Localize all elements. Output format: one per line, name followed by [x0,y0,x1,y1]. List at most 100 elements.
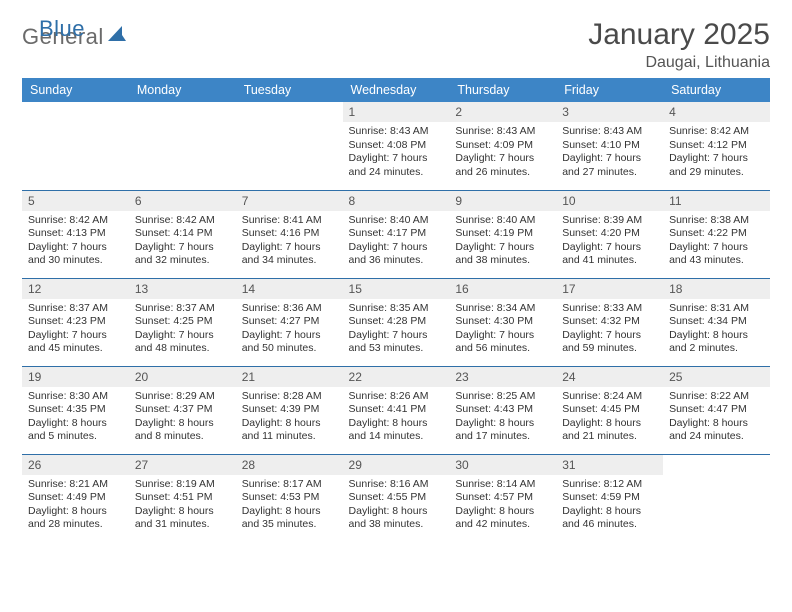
calendar-cell: 9Sunrise: 8:40 AMSunset: 4:19 PMDaylight… [449,190,556,278]
sunset-text: Sunset: 4:09 PM [455,139,550,153]
sunrise-text: Sunrise: 8:42 AM [669,125,764,139]
day-body: Sunrise: 8:24 AMSunset: 4:45 PMDaylight:… [556,387,663,449]
calendar-cell: 18Sunrise: 8:31 AMSunset: 4:34 PMDayligh… [663,278,770,366]
calendar-cell: 11Sunrise: 8:38 AMSunset: 4:22 PMDayligh… [663,190,770,278]
day-body: Sunrise: 8:40 AMSunset: 4:17 PMDaylight:… [343,211,450,273]
daylight-text-2: and 30 minutes. [28,254,123,268]
daylight-text-2: and 50 minutes. [242,342,337,356]
sunrise-text: Sunrise: 8:40 AM [349,214,444,228]
day-body: Sunrise: 8:30 AMSunset: 4:35 PMDaylight:… [22,387,129,449]
sunrise-text: Sunrise: 8:16 AM [349,478,444,492]
daylight-text-2: and 46 minutes. [562,518,657,532]
daylight-text-1: Daylight: 7 hours [28,241,123,255]
sunset-text: Sunset: 4:10 PM [562,139,657,153]
weekday-header: Wednesday [343,78,450,102]
day-body: Sunrise: 8:29 AMSunset: 4:37 PMDaylight:… [129,387,236,449]
daylight-text-2: and 35 minutes. [242,518,337,532]
daylight-text-2: and 31 minutes. [135,518,230,532]
calendar-cell: 29Sunrise: 8:16 AMSunset: 4:55 PMDayligh… [343,454,450,542]
sunrise-text: Sunrise: 8:43 AM [562,125,657,139]
calendar-cell: 24Sunrise: 8:24 AMSunset: 4:45 PMDayligh… [556,366,663,454]
calendar-row: 12Sunrise: 8:37 AMSunset: 4:23 PMDayligh… [22,278,770,366]
sunrise-text: Sunrise: 8:24 AM [562,390,657,404]
sunset-text: Sunset: 4:47 PM [669,403,764,417]
daylight-text-2: and 2 minutes. [669,342,764,356]
calendar-cell: 30Sunrise: 8:14 AMSunset: 4:57 PMDayligh… [449,454,556,542]
sunset-text: Sunset: 4:51 PM [135,491,230,505]
day-number: 29 [343,455,450,475]
sunrise-text: Sunrise: 8:33 AM [562,302,657,316]
sunrise-text: Sunrise: 8:31 AM [669,302,764,316]
sunset-text: Sunset: 4:17 PM [349,227,444,241]
daylight-text-1: Daylight: 8 hours [242,417,337,431]
calendar-cell: 23Sunrise: 8:25 AMSunset: 4:43 PMDayligh… [449,366,556,454]
daylight-text-1: Daylight: 8 hours [349,417,444,431]
daylight-text-2: and 27 minutes. [562,166,657,180]
daylight-text-2: and 8 minutes. [135,430,230,444]
sunset-text: Sunset: 4:13 PM [28,227,123,241]
calendar-row: 5Sunrise: 8:42 AMSunset: 4:13 PMDaylight… [22,190,770,278]
daylight-text-1: Daylight: 8 hours [28,417,123,431]
page-header: General January 2025 Daugai, Lithuania [22,18,770,72]
sunset-text: Sunset: 4:32 PM [562,315,657,329]
sunrise-text: Sunrise: 8:41 AM [242,214,337,228]
day-number: 23 [449,367,556,387]
calendar-row: 1Sunrise: 8:43 AMSunset: 4:08 PMDaylight… [22,102,770,190]
daylight-text-2: and 48 minutes. [135,342,230,356]
day-number: 26 [22,455,129,475]
daylight-text-1: Daylight: 7 hours [669,241,764,255]
sunset-text: Sunset: 4:08 PM [349,139,444,153]
weekday-header: Saturday [663,78,770,102]
calendar-row: 26Sunrise: 8:21 AMSunset: 4:49 PMDayligh… [22,454,770,542]
daylight-text-2: and 38 minutes. [349,518,444,532]
day-number: 28 [236,455,343,475]
day-body: Sunrise: 8:28 AMSunset: 4:39 PMDaylight:… [236,387,343,449]
sunset-text: Sunset: 4:14 PM [135,227,230,241]
day-number: 19 [22,367,129,387]
sunset-text: Sunset: 4:39 PM [242,403,337,417]
sunset-text: Sunset: 4:12 PM [669,139,764,153]
sunrise-text: Sunrise: 8:22 AM [669,390,764,404]
daylight-text-2: and 24 minutes. [349,166,444,180]
calendar-cell: 28Sunrise: 8:17 AMSunset: 4:53 PMDayligh… [236,454,343,542]
daylight-text-1: Daylight: 7 hours [135,329,230,343]
day-number: 9 [449,191,556,211]
calendar-page: General January 2025 Daugai, Lithuania B… [0,0,792,542]
day-number: 5 [22,191,129,211]
day-number: 20 [129,367,236,387]
sunset-text: Sunset: 4:37 PM [135,403,230,417]
daylight-text-2: and 32 minutes. [135,254,230,268]
daylight-text-2: and 45 minutes. [28,342,123,356]
day-number: 2 [449,102,556,122]
day-body: Sunrise: 8:38 AMSunset: 4:22 PMDaylight:… [663,211,770,273]
calendar-cell: 26Sunrise: 8:21 AMSunset: 4:49 PMDayligh… [22,454,129,542]
day-body: Sunrise: 8:43 AMSunset: 4:08 PMDaylight:… [343,122,450,184]
daylight-text-1: Daylight: 8 hours [455,417,550,431]
calendar-cell: 25Sunrise: 8:22 AMSunset: 4:47 PMDayligh… [663,366,770,454]
calendar-body: 1Sunrise: 8:43 AMSunset: 4:08 PMDaylight… [22,102,770,542]
calendar-cell: 7Sunrise: 8:41 AMSunset: 4:16 PMDaylight… [236,190,343,278]
daylight-text-1: Daylight: 7 hours [455,329,550,343]
calendar-cell: 10Sunrise: 8:39 AMSunset: 4:20 PMDayligh… [556,190,663,278]
day-body: Sunrise: 8:34 AMSunset: 4:30 PMDaylight:… [449,299,556,361]
sunset-text: Sunset: 4:55 PM [349,491,444,505]
day-body: Sunrise: 8:14 AMSunset: 4:57 PMDaylight:… [449,475,556,537]
calendar-cell: 12Sunrise: 8:37 AMSunset: 4:23 PMDayligh… [22,278,129,366]
day-body: Sunrise: 8:42 AMSunset: 4:14 PMDaylight:… [129,211,236,273]
sunset-text: Sunset: 4:34 PM [669,315,764,329]
calendar-cell: 5Sunrise: 8:42 AMSunset: 4:13 PMDaylight… [22,190,129,278]
daylight-text-1: Daylight: 7 hours [455,152,550,166]
day-body: Sunrise: 8:33 AMSunset: 4:32 PMDaylight:… [556,299,663,361]
sunset-text: Sunset: 4:35 PM [28,403,123,417]
location-label: Daugai, Lithuania [588,54,770,72]
calendar-cell [22,102,129,190]
daylight-text-2: and 42 minutes. [455,518,550,532]
weekday-header-row: Sunday Monday Tuesday Wednesday Thursday… [22,78,770,102]
sunset-text: Sunset: 4:28 PM [349,315,444,329]
calendar-cell: 31Sunrise: 8:12 AMSunset: 4:59 PMDayligh… [556,454,663,542]
day-body: Sunrise: 8:37 AMSunset: 4:25 PMDaylight:… [129,299,236,361]
day-body: Sunrise: 8:42 AMSunset: 4:13 PMDaylight:… [22,211,129,273]
sunrise-text: Sunrise: 8:39 AM [562,214,657,228]
day-body: Sunrise: 8:19 AMSunset: 4:51 PMDaylight:… [129,475,236,537]
daylight-text-2: and 34 minutes. [242,254,337,268]
